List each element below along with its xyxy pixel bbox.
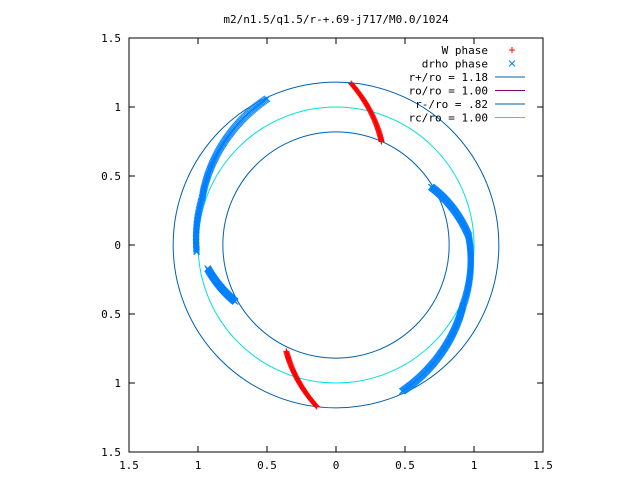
legend-label: ro/ro = 1.00 [409, 85, 488, 98]
chart-title: m2/n1.5/q1.5/r-+.69-j717/M0.0/1024 [223, 13, 449, 26]
circle-series-2 [222, 131, 450, 359]
axis-ticks: 1.5 1 0.5 0 0.5 1 1.51.510.500.511.5 [101, 32, 553, 472]
y-tick-label: 0 [114, 239, 121, 252]
data-point-1-1-39 [193, 248, 200, 256]
point-series-0 [283, 80, 385, 410]
legend-marker [508, 60, 516, 67]
x-tick-label: 0.5 [257, 459, 277, 472]
circle-series-3 [197, 106, 475, 384]
data-point-1-1-37 [193, 245, 200, 253]
x-tick-label: 1.5 [533, 459, 553, 472]
data-point-0-1-59 [313, 403, 320, 410]
data-point-0-1-58 [312, 402, 319, 409]
legend-label: rc/ro = 1.00 [409, 112, 488, 125]
point-series-1 [192, 95, 475, 395]
y-tick-label: 0.5 [101, 308, 121, 321]
x-tick-label: 0 [333, 459, 340, 472]
x-tick-label: 0.5 [395, 459, 415, 472]
data-point-1-0-98 [198, 193, 206, 201]
legend-label: W phase [442, 44, 488, 57]
y-tick-label: 0.5 [101, 170, 121, 183]
data-point-0-0-59 [378, 138, 385, 145]
data-point-1-1-38 [193, 247, 200, 254]
data-points [192, 80, 475, 410]
x-tick-label: 1 [195, 459, 202, 472]
legend-label: r-/ro = .82 [415, 98, 488, 111]
data-point-1-5-109 [398, 387, 406, 395]
x-tick-label: 1 [471, 459, 478, 472]
y-tick-label: 1 [114, 101, 121, 114]
circle-series-0 [172, 81, 500, 409]
y-tick-label: 1.5 [101, 446, 121, 459]
y-tick-label: 1.5 [101, 32, 121, 45]
legend-label: r+/ro = 1.18 [409, 71, 488, 84]
x-tick-label: 1.5 [119, 459, 139, 472]
data-point-1-4-56 [460, 298, 468, 306]
legend-label: drho phase [422, 58, 488, 71]
reference-circles [172, 81, 500, 409]
y-tick-label: 1 [114, 377, 121, 390]
legend-marker [509, 47, 515, 53]
data-point-1-2-59 [231, 298, 239, 305]
